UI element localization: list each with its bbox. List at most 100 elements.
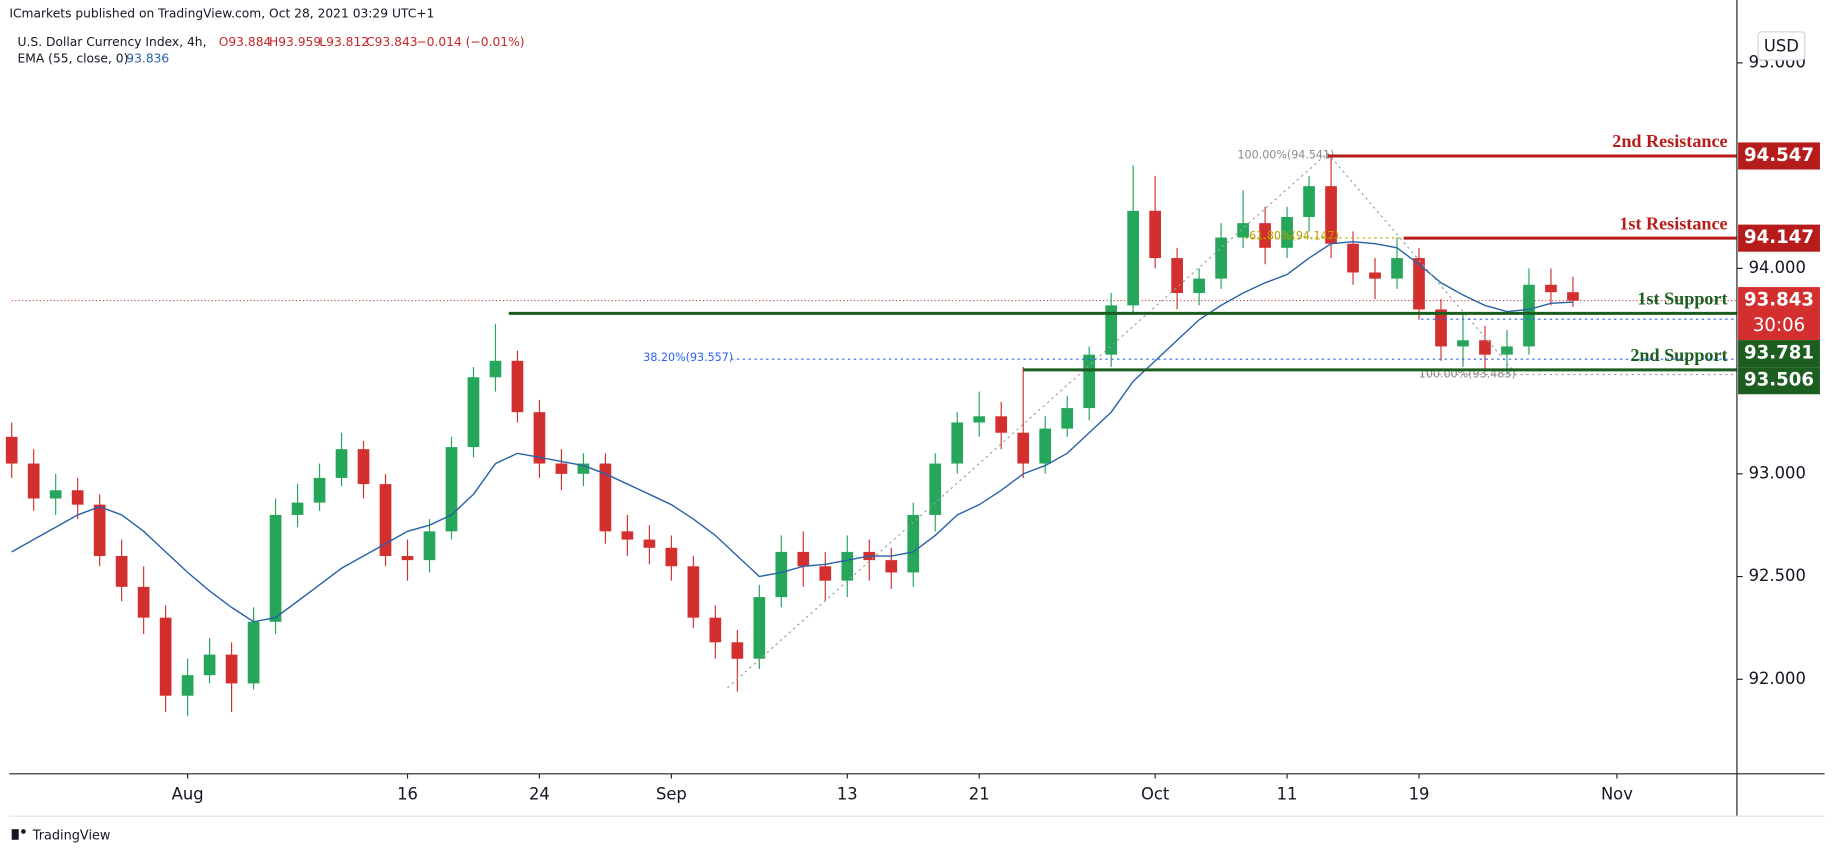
candle-body [1413,258,1425,310]
candle-body [313,477,326,503]
candle-body [5,436,18,464]
fib-label: 61.80%(94.147) [1249,230,1339,243]
fib-trend [727,152,1328,689]
candle-body [555,463,568,474]
x-tick-label: Nov [1601,784,1633,803]
candle-body [423,531,436,561]
ohlc-open: O93.884 [219,35,272,49]
candle-body [819,566,832,581]
candle-body [1215,237,1227,279]
x-tick-label: 13 [837,784,858,803]
candle-body [489,360,502,378]
candle-body [885,560,898,573]
candle-body [995,416,1008,433]
symbol: U.S. Dollar Currency Index, 4h, [18,35,207,49]
price-box [1738,142,1820,170]
candle-body [401,556,414,561]
fib-trend [1327,152,1516,373]
candle-body [269,514,282,622]
candle-body [335,449,348,478]
level-label: 1st Resistance [1619,213,1727,233]
price-box-label: 93.843 [1744,290,1814,311]
candle-body [511,360,524,413]
y-tick-label: 94.000 [1749,258,1806,277]
price-box [1738,287,1820,341]
candle-body [71,490,84,505]
x-tick-label: 21 [969,784,990,803]
price-box-label: 93.781 [1744,343,1814,364]
price-box [1738,340,1820,368]
x-tick-label: 11 [1277,784,1298,803]
indicator-name: EMA (55, close, 0) [18,51,129,65]
candle-body [907,514,920,573]
fib-drawing [727,152,1737,689]
candle-body [1479,340,1491,355]
currency[interactable]: USD [1764,37,1799,56]
price-box-label: 94.547 [1744,145,1814,166]
x-tick-label: 19 [1409,784,1430,803]
candle-body [775,551,788,598]
candle-body [1127,210,1139,306]
x-tick-label: 24 [529,784,550,803]
candle-body [1259,223,1271,248]
ohlc-close: C93.843 [366,35,418,49]
ohlc-low: L93.812 [319,35,369,49]
candle-body [753,597,766,659]
candle-body [1545,284,1557,293]
candle-body [1237,223,1249,238]
candle-body [181,675,194,696]
candle-body [1105,305,1118,355]
candle-body [1193,278,1205,294]
ohlc-high: H93.959 [269,35,321,49]
fib-label: 38.20%(93.557) [643,351,733,364]
publisher-line: ICmarkets published on TradingView.com, … [9,7,434,21]
candle-body [159,617,172,696]
level-label: 1st Support [1637,289,1727,309]
price-box [1738,367,1820,395]
candle-body [1457,340,1469,347]
candle-body [291,502,304,515]
candle-body [1369,272,1381,279]
candle-body [445,447,458,532]
candle-body [1039,428,1052,464]
candle-body [1149,210,1161,259]
candle-body [951,422,964,464]
candle-body [1017,432,1030,464]
candle-body [1347,243,1359,273]
x-tick-label: Oct [1141,784,1170,803]
overlay: 2nd Resistance 1st Resistance 1st Support 2… [508,131,1820,395]
candle-body [379,484,392,557]
candle-body [577,463,590,474]
candle-body [621,531,634,540]
candle-body [841,551,854,581]
candle-body [137,586,150,618]
candle-body [247,621,260,684]
level-label: 2nd Support [1630,345,1727,365]
footer-brand: TradingView [32,829,111,844]
tv-logo [11,829,26,840]
candle-body [93,504,106,557]
candle-body [115,556,128,587]
countdown: 30:06 [1753,315,1805,336]
candle-body [599,463,612,532]
candle-body [1303,186,1315,217]
currency-button[interactable] [1757,31,1806,61]
price-box-label: 93.506 [1744,370,1814,391]
candle-body [731,642,744,659]
candle-body [49,490,62,499]
x-tick-label: 16 [397,784,418,803]
ohlc-change: −0.014 (−0.01%) [416,35,524,49]
indicator-value: 93.836 [126,51,169,65]
candle-body [1281,216,1293,248]
ema-line [11,240,1573,623]
candle-body [1171,258,1183,294]
candle-body [225,654,238,684]
candle-body [1501,346,1513,355]
y-tick-label: 92.500 [1749,566,1806,585]
y-tick-label: 92.000 [1749,669,1806,688]
fib-label: 100.00%(94.541) [1237,148,1334,161]
candle-body [1567,292,1579,301]
candle-body [533,412,546,464]
